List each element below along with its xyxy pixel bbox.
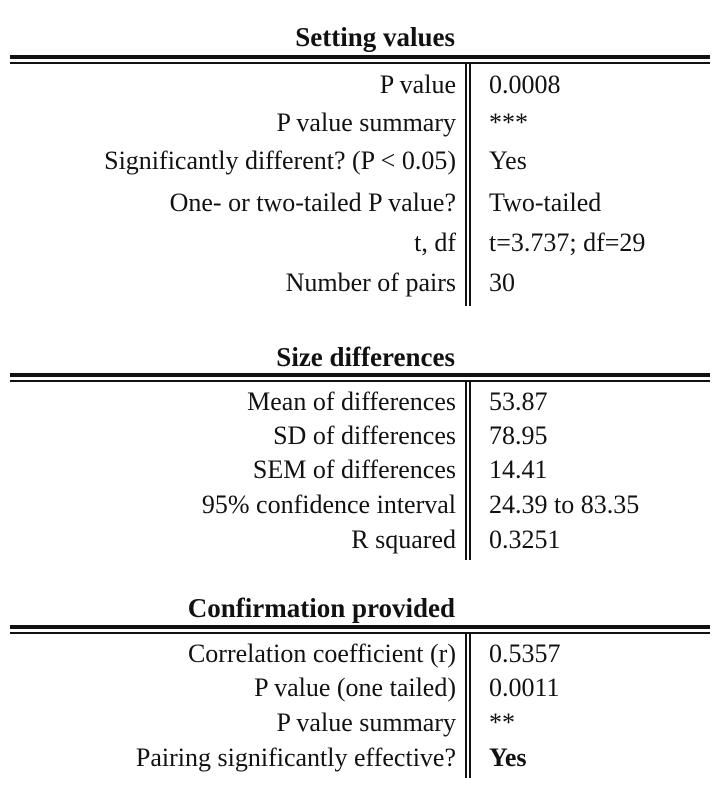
table-row: P value 0.0008 [0, 66, 715, 104]
section-title: Confirmation provided [187, 593, 455, 623]
row-label: Significantly different? (P < 0.05) [104, 146, 456, 175]
section-title: Setting values [295, 22, 455, 52]
row-value: 14.41 [489, 455, 548, 484]
section-rule [10, 55, 710, 59]
row-value: 53.87 [489, 387, 548, 416]
table-row: Correlation coefficient (r) 0.5357 [0, 636, 715, 671]
row-value: 78.95 [489, 421, 548, 450]
row-label: Pairing significantly effective? [135, 743, 456, 772]
table-row: t, df t=3.737; df=29 [0, 224, 715, 262]
row-value: 30 [489, 268, 515, 297]
row-label: One- or two-tailed P value? [169, 188, 456, 217]
section-title: Size differences [276, 342, 455, 372]
row-label: Number of pairs [285, 268, 456, 297]
column-divider [465, 634, 471, 778]
row-label: P value [379, 70, 456, 99]
section-rule [10, 632, 710, 634]
row-value: Yes [489, 743, 527, 772]
column-divider [465, 64, 471, 306]
section-rule [10, 625, 710, 629]
table-row: Number of pairs 30 [0, 264, 715, 302]
row-value: ** [489, 708, 515, 737]
table-row: P value summary *** [0, 104, 715, 142]
table-row: R squared 0.3251 [0, 522, 715, 558]
table-row: SEM of differences 14.41 [0, 452, 715, 488]
row-value: Yes [489, 146, 527, 175]
row-label: R squared [351, 525, 456, 554]
table-row: Significantly different? (P < 0.05) Yes [0, 142, 715, 180]
table-row: 95% confidence interval 24.39 to 83.35 [0, 487, 715, 523]
column-divider [465, 382, 471, 560]
table-row: P value (one tailed) 0.0011 [0, 670, 715, 705]
row-label: P value (one tailed) [254, 673, 456, 702]
table-row: SD of differences 78.95 [0, 418, 715, 454]
row-label: Mean of differences [247, 387, 456, 416]
row-value: 0.0011 [489, 673, 560, 702]
table-row: Pairing significantly effective? Yes [0, 740, 715, 775]
row-value: *** [489, 108, 528, 137]
row-label: SEM of differences [252, 455, 456, 484]
row-label: SD of differences [273, 421, 456, 450]
row-value: t=3.737; df=29 [489, 228, 646, 257]
row-label: 95% confidence interval [201, 490, 456, 519]
row-value: 0.5357 [489, 639, 561, 668]
table-row: One- or two-tailed P value? Two-tailed [0, 184, 715, 222]
row-value: Two-tailed [489, 188, 602, 217]
row-label: P value summary [276, 108, 456, 137]
section-rule [10, 373, 710, 377]
row-label: t, df [414, 228, 456, 257]
row-value: 0.3251 [489, 525, 561, 554]
row-label: P value summary [276, 708, 456, 737]
section-rule [10, 62, 710, 64]
row-value: 0.0008 [489, 70, 561, 99]
table-row: Mean of differences 53.87 [0, 384, 715, 420]
row-label: Correlation coefficient (r) [187, 639, 456, 668]
table-row: P value summary ** [0, 705, 715, 740]
row-value: 24.39 to 83.35 [489, 490, 640, 519]
section-rule [10, 380, 710, 382]
